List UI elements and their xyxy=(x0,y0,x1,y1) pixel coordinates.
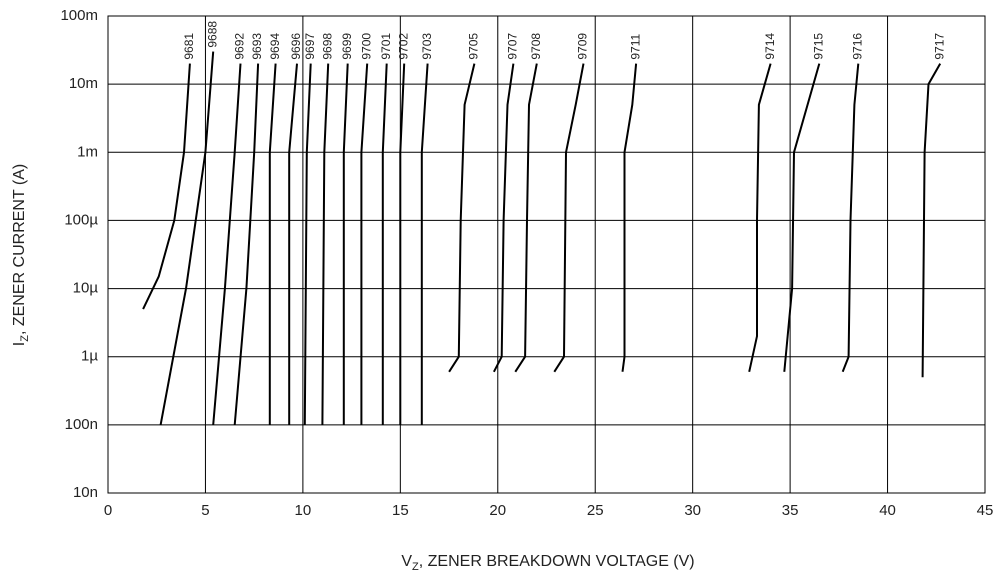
series-label: 9696 xyxy=(289,33,303,60)
zener-curve xyxy=(142,63,191,310)
series-label: 9700 xyxy=(359,33,373,60)
series-label: 9711 xyxy=(628,33,642,59)
zener-curve xyxy=(342,63,349,425)
zener-curve xyxy=(233,63,260,425)
series-label: 9692 xyxy=(233,33,247,60)
x-tick-label: 45 xyxy=(977,502,994,519)
series-label: 9688 xyxy=(205,21,219,48)
x-tick-label: 0 xyxy=(104,502,112,519)
series-label: 9703 xyxy=(420,33,434,60)
zener-curve xyxy=(921,63,942,378)
y-tick-label: 10n xyxy=(73,484,98,501)
x-tick-label: 5 xyxy=(201,502,209,519)
zener-curve xyxy=(621,63,638,372)
zener-curve xyxy=(399,63,406,425)
x-tick-label: 40 xyxy=(879,502,896,519)
x-tick-label: 20 xyxy=(489,502,506,519)
series-label: 9708 xyxy=(529,33,543,60)
zener-curve xyxy=(514,63,538,373)
series-label: 9707 xyxy=(506,33,520,60)
zener-curve xyxy=(748,63,772,373)
series-label: 9698 xyxy=(320,33,334,60)
series-label: 9702 xyxy=(396,33,410,60)
zener-curve xyxy=(448,63,476,373)
zener-curve xyxy=(159,51,215,426)
y-tick-label: 100n xyxy=(65,416,98,433)
series-label: 9705 xyxy=(467,33,481,60)
series-label: 9693 xyxy=(250,33,264,60)
y-tick-label: 1µ xyxy=(81,348,98,365)
zener-curve xyxy=(783,63,821,372)
x-tick-label: 35 xyxy=(782,502,799,519)
zener-curve xyxy=(493,63,515,373)
zener-curve xyxy=(212,63,242,425)
x-tick-label: 25 xyxy=(587,502,604,519)
series-label: 9709 xyxy=(576,33,590,60)
zener-curve xyxy=(553,63,585,373)
y-axis-label: IZ, ZENER CURRENT (A) xyxy=(11,164,31,346)
series-label: 9694 xyxy=(268,33,282,60)
series-label: 9716 xyxy=(850,33,864,60)
zener-curve xyxy=(268,63,277,425)
x-tick-label: 30 xyxy=(684,502,701,519)
zener-curve xyxy=(381,63,388,425)
zener-curve xyxy=(288,63,298,425)
series-label: 9697 xyxy=(303,33,317,60)
series-label: 9715 xyxy=(812,33,826,60)
series-label: 9717 xyxy=(932,33,946,60)
zener-curve xyxy=(303,63,312,425)
zener-curve xyxy=(841,63,860,373)
zener-curve xyxy=(420,63,429,425)
x-axis-label: VZ, ZENER BREAKDOWN VOLTAGE (V) xyxy=(401,553,694,573)
zener-curve xyxy=(360,63,369,425)
x-tick-label: 15 xyxy=(392,502,409,519)
series-label: 9714 xyxy=(763,33,777,60)
series-label: 9681 xyxy=(182,33,196,60)
series-label: 9699 xyxy=(340,33,354,60)
series-label: 9701 xyxy=(379,33,393,60)
y-tick-label: 10µ xyxy=(73,280,99,297)
y-tick-label: 10m xyxy=(69,75,98,92)
y-tick-label: 100µ xyxy=(64,211,98,228)
x-tick-label: 10 xyxy=(295,502,312,519)
zener-curve xyxy=(321,63,330,425)
y-tick-label: 1m xyxy=(77,143,98,160)
y-tick-label: 100m xyxy=(60,7,98,24)
